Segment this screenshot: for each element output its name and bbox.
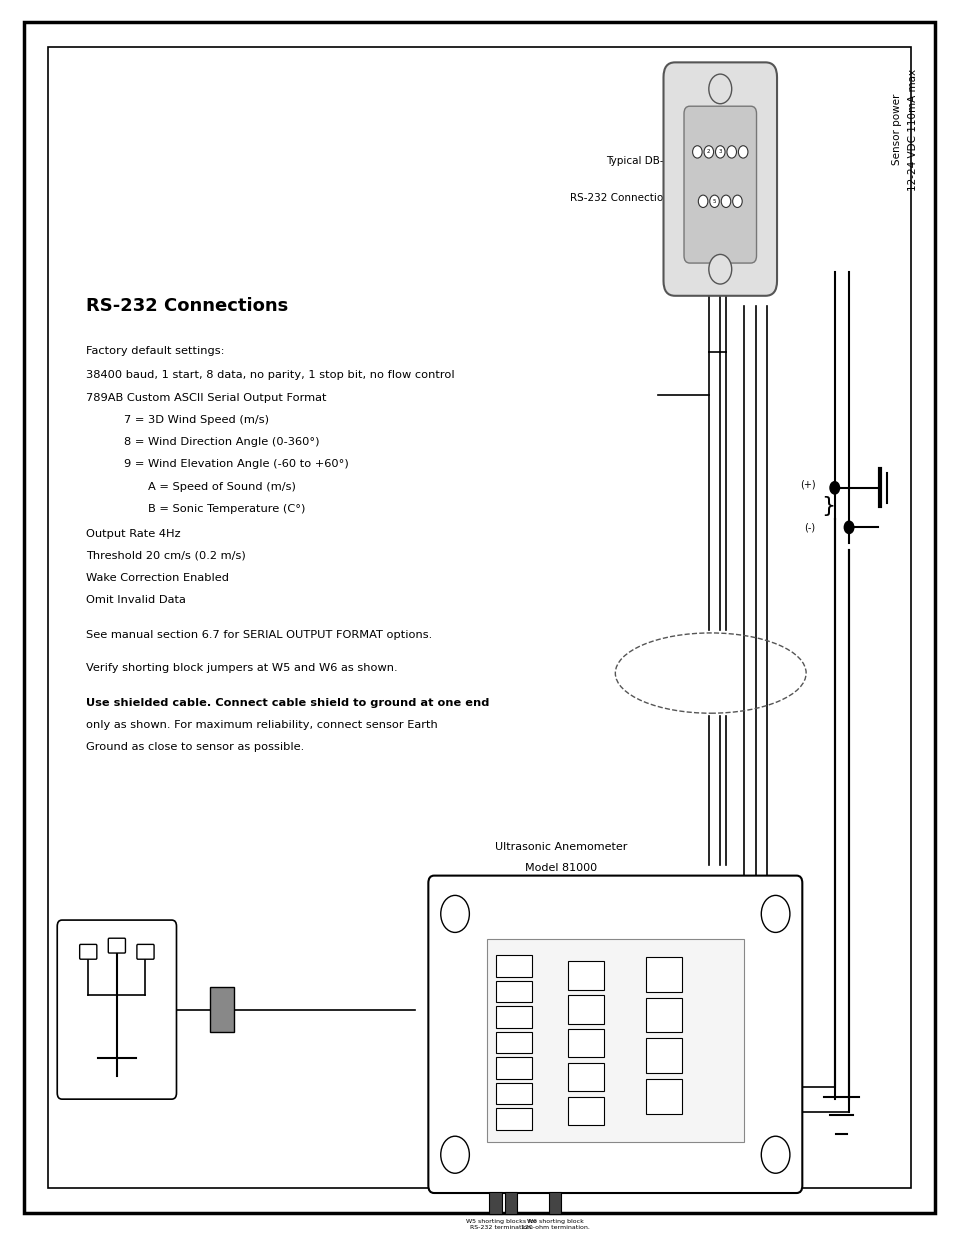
Text: V2: V2 xyxy=(536,1041,544,1046)
Text: 789AB Custom ASCII Serial Output Format: 789AB Custom ASCII Serial Output Format xyxy=(86,393,326,403)
Bar xyxy=(486,939,743,1142)
Text: V1: V1 xyxy=(536,1015,544,1020)
Circle shape xyxy=(703,146,713,158)
Bar xyxy=(496,1057,532,1078)
Circle shape xyxy=(708,254,731,284)
Circle shape xyxy=(440,1136,469,1173)
Text: 3: 3 xyxy=(718,149,721,154)
Bar xyxy=(496,1083,532,1104)
Text: Verify shorting block jumpers at W5 and W6 as shown.: Verify shorting block jumpers at W5 and … xyxy=(86,663,397,673)
Circle shape xyxy=(709,195,719,207)
Text: Typical DB-9: Typical DB-9 xyxy=(605,156,669,165)
Bar xyxy=(496,1031,532,1053)
Text: 38400 baud, 1 start, 8 data, no parity, 1 stop bit, no flow control: 38400 baud, 1 start, 8 data, no parity, … xyxy=(86,370,454,380)
Text: Sensor power: Sensor power xyxy=(891,94,901,165)
Text: VREF: VREF xyxy=(536,1116,552,1121)
FancyBboxPatch shape xyxy=(24,22,934,1213)
Text: PWR: PWR xyxy=(607,1076,621,1081)
Circle shape xyxy=(760,1136,789,1173)
Text: Factory default settings:: Factory default settings: xyxy=(86,346,224,356)
Circle shape xyxy=(692,146,701,158)
Text: RS-232 Connection: RS-232 Connection xyxy=(570,193,669,203)
Text: See manual section 6.7 for SERIAL OUTPUT FORMAT options.: See manual section 6.7 for SERIAL OUTPUT… xyxy=(86,630,432,640)
Bar xyxy=(210,988,233,1032)
Circle shape xyxy=(698,195,707,207)
Text: Ground as close to sensor as possible.: Ground as close to sensor as possible. xyxy=(86,742,304,752)
Text: }: } xyxy=(821,496,835,516)
Text: Wake Correction Enabled: Wake Correction Enabled xyxy=(86,573,229,583)
Bar xyxy=(567,994,603,1024)
Text: W6: W6 xyxy=(534,1171,543,1176)
FancyBboxPatch shape xyxy=(79,945,97,960)
Bar xyxy=(645,998,681,1032)
Text: Ultrasonic Anemometer: Ultrasonic Anemometer xyxy=(495,842,626,852)
Text: 7 = 3D Wind Speed (m/s): 7 = 3D Wind Speed (m/s) xyxy=(124,415,269,425)
Circle shape xyxy=(843,521,853,534)
Circle shape xyxy=(726,146,736,158)
Text: RXD: RXD xyxy=(607,1008,620,1013)
FancyBboxPatch shape xyxy=(663,63,776,296)
Bar xyxy=(504,1192,517,1214)
Text: B = Sonic Temperature (C°): B = Sonic Temperature (C°) xyxy=(148,504,305,514)
Circle shape xyxy=(440,895,469,932)
Circle shape xyxy=(708,74,731,104)
Text: TXD: TXD xyxy=(607,973,620,978)
Bar xyxy=(567,1097,603,1125)
Text: 12-24 VDC 110mA max: 12-24 VDC 110mA max xyxy=(907,69,917,190)
Text: W5: W5 xyxy=(521,1171,531,1176)
Text: Omit Invalid Data: Omit Invalid Data xyxy=(86,595,186,605)
Bar xyxy=(645,1039,681,1073)
Text: Model 81000: Model 81000 xyxy=(524,863,597,873)
Circle shape xyxy=(720,195,730,207)
Text: only as shown. For maximum reliability, connect sensor Earth: only as shown. For maximum reliability, … xyxy=(86,720,437,730)
Text: Output Rate 4Hz: Output Rate 4Hz xyxy=(86,529,180,538)
Bar xyxy=(567,1029,603,1057)
FancyBboxPatch shape xyxy=(48,47,910,1188)
Bar xyxy=(496,1007,532,1028)
Circle shape xyxy=(715,146,724,158)
Text: 5: 5 xyxy=(712,199,716,204)
Text: V4: V4 xyxy=(536,1092,544,1097)
Bar xyxy=(645,1079,681,1114)
Text: W5 shorting blocks for
RS-232 termination.: W5 shorting blocks for RS-232 terminatio… xyxy=(466,1219,537,1230)
Circle shape xyxy=(732,195,741,207)
Circle shape xyxy=(829,482,839,494)
Circle shape xyxy=(738,146,747,158)
FancyBboxPatch shape xyxy=(109,939,126,953)
Bar xyxy=(496,1108,532,1130)
Bar xyxy=(567,961,603,989)
Text: B1: B1 xyxy=(536,989,544,994)
Text: 2: 2 xyxy=(706,149,710,154)
Text: A: A xyxy=(487,1171,491,1176)
Bar xyxy=(548,1192,560,1214)
Text: SERIAL: SERIAL xyxy=(689,1029,696,1052)
Text: GND: GND xyxy=(607,1109,621,1114)
FancyBboxPatch shape xyxy=(57,920,176,1099)
Text: 9 = Wind Elevation Angle (-60 to +60°): 9 = Wind Elevation Angle (-60 to +60°) xyxy=(124,459,349,469)
Bar xyxy=(645,957,681,992)
Text: A1: A1 xyxy=(536,965,544,969)
Text: A = Speed of Sound (m/s): A = Speed of Sound (m/s) xyxy=(148,482,295,492)
FancyBboxPatch shape xyxy=(137,945,153,960)
Text: (-): (-) xyxy=(803,522,815,532)
Text: W6 shorting block
120-ohm termination.: W6 shorting block 120-ohm termination. xyxy=(520,1219,589,1230)
Text: (+): (+) xyxy=(800,479,815,489)
Text: V3: V3 xyxy=(536,1066,544,1071)
Bar xyxy=(496,981,532,1003)
Text: Use shielded cable. Connect cable shield to ground at one end: Use shielded cable. Connect cable shield… xyxy=(86,698,489,708)
Text: EARTH: EARTH xyxy=(607,1041,627,1046)
FancyBboxPatch shape xyxy=(683,106,756,263)
Text: Threshold 20 cm/s (0.2 m/s): Threshold 20 cm/s (0.2 m/s) xyxy=(86,551,245,561)
Text: RS-232 Connections: RS-232 Connections xyxy=(86,296,288,315)
Circle shape xyxy=(760,895,789,932)
Text: 8 = Wind Direction Angle (0-360°): 8 = Wind Direction Angle (0-360°) xyxy=(124,437,319,447)
Text: YOUNG
81042 REV B: YOUNG 81042 REV B xyxy=(740,1160,786,1173)
Bar xyxy=(567,1062,603,1092)
Text: C: C xyxy=(512,1171,516,1176)
Bar xyxy=(489,1192,501,1214)
Bar xyxy=(496,955,532,977)
Text: B: B xyxy=(499,1171,503,1176)
FancyBboxPatch shape xyxy=(428,876,801,1193)
